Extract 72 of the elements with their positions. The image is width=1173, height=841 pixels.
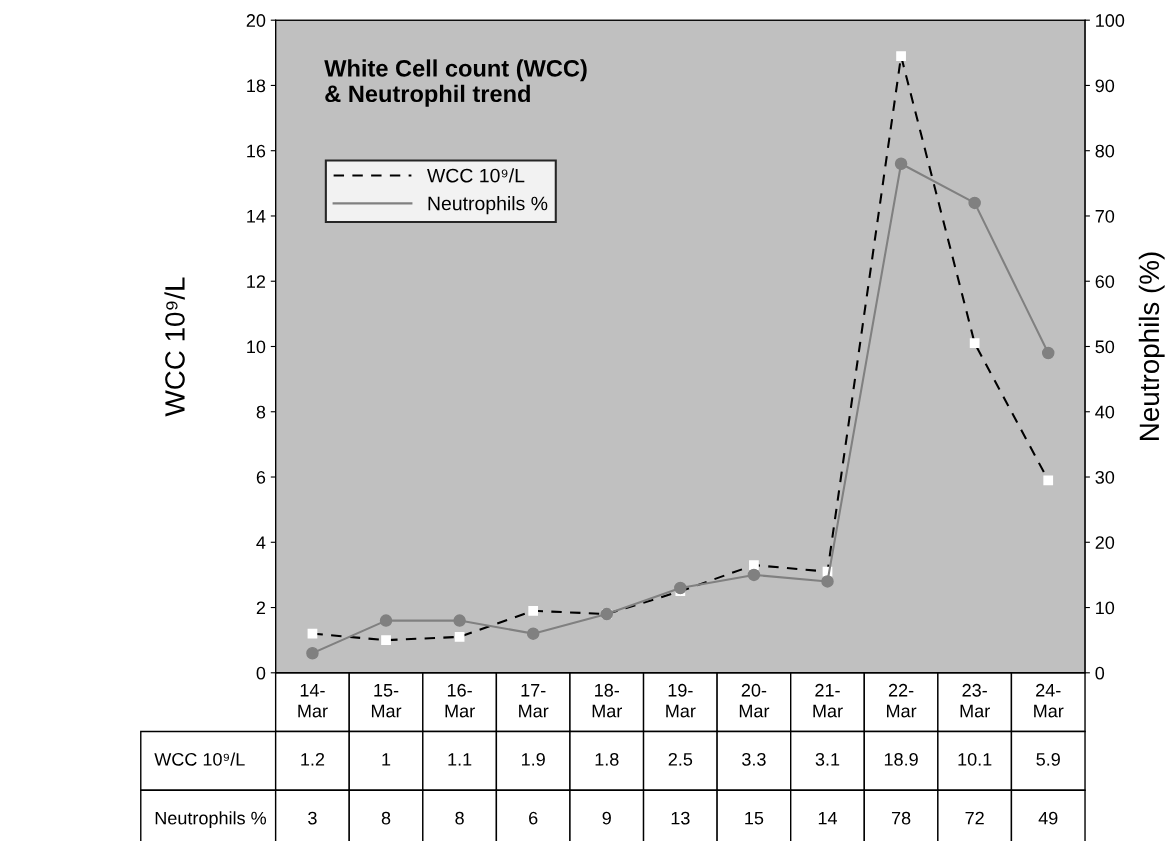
y-tick-label: 20 [246, 14, 266, 27]
y2-tick-label: 10 [1096, 601, 1115, 615]
x-tick-label: 23-Mar [960, 683, 990, 718]
data-label: 15 [745, 811, 764, 825]
data-label: 6 [529, 811, 538, 825]
point [674, 581, 687, 595]
point [306, 646, 319, 660]
y-tick-label: 8 [256, 405, 266, 419]
x-tick-label: 14-Mar [298, 684, 328, 718]
y-axis-title: WCC 10⁹/L [164, 277, 185, 417]
data-label: 8 [381, 811, 391, 825]
data-label: 10.1 [958, 752, 992, 766]
y2-tick-label: 60 [1095, 275, 1115, 288]
data-label: 1.1 [448, 753, 472, 766]
point [894, 157, 908, 171]
y-tick-label: 6 [256, 470, 266, 484]
y-tick-label: 14 [247, 210, 266, 223]
x-tick-label: 17-Mar [519, 684, 549, 718]
x-tick-label: 24-Mar [1034, 683, 1064, 718]
data-label: 78 [891, 811, 911, 825]
point [379, 614, 393, 627]
y2-tick-label: 0 [1095, 666, 1105, 680]
y2-tick-label: 70 [1095, 209, 1115, 223]
y-tick-label: 18 [247, 79, 266, 93]
y2-tick-label: 80 [1095, 144, 1115, 158]
x-tick-label: 21-Mar [813, 683, 843, 718]
data-label: 3.3 [742, 752, 766, 766]
y2-tick-label: 50 [1095, 340, 1115, 354]
data-label: 3 [308, 811, 317, 825]
data-label: 49 [1038, 811, 1058, 825]
y2-tick-label: 90 [1095, 79, 1115, 93]
point [821, 575, 834, 588]
text: Neutrophils % [155, 811, 267, 829]
data-label: 8 [455, 811, 464, 825]
x-tick-label: 18-Mar [592, 683, 623, 718]
data-label: 1 [382, 753, 391, 766]
point [968, 196, 981, 210]
data-label: 2.5 [668, 752, 693, 766]
data-label: 72 [965, 811, 984, 825]
y-tick-label: 12 [247, 275, 266, 288]
data-label: 1.2 [301, 752, 325, 766]
point [453, 614, 466, 627]
legend-label: WCC 10⁹/L [427, 168, 525, 183]
data-label: 3.1 [815, 752, 840, 766]
text: WCC 10⁹/L [154, 752, 245, 766]
y-tick-label: 0 [256, 666, 266, 680]
x-tick-label: 19-Mar [666, 683, 696, 718]
x-tick-label: 22-Mar [887, 683, 917, 718]
y2-tick-label: 100 [1096, 14, 1125, 27]
point [526, 627, 540, 640]
data-label: 13 [671, 811, 690, 825]
y-tick-label: 10 [247, 340, 266, 354]
point [747, 568, 761, 582]
data-label: 5.9 [1036, 752, 1060, 766]
point [1041, 346, 1055, 360]
x-tick-label: 15-Mar [371, 684, 402, 718]
y-tick-label: 16 [247, 144, 266, 158]
data-label: 1.8 [595, 752, 619, 766]
text: White Cell count (WCC) & Neutrophil trend [324, 59, 587, 107]
data-label: 1.9 [522, 752, 545, 766]
y2-tick-label: 30 [1095, 470, 1115, 484]
data-label: 9 [602, 811, 611, 825]
x-tick-label: 16-Mar [445, 683, 475, 718]
x-tick-label: 20-Mar [739, 683, 770, 718]
y-tick-label: 4 [256, 536, 266, 549]
y2-tick-label: 40 [1095, 405, 1115, 419]
legend-label: Neutrophils % [428, 196, 548, 215]
y-tick-label: 2 [256, 601, 266, 615]
y2-axis-title: Neutrophils (%) [1138, 252, 1165, 440]
data-label: 18.9 [884, 752, 918, 766]
y2-tick-label: 20 [1095, 536, 1115, 549]
data-label: 14 [818, 811, 838, 825]
